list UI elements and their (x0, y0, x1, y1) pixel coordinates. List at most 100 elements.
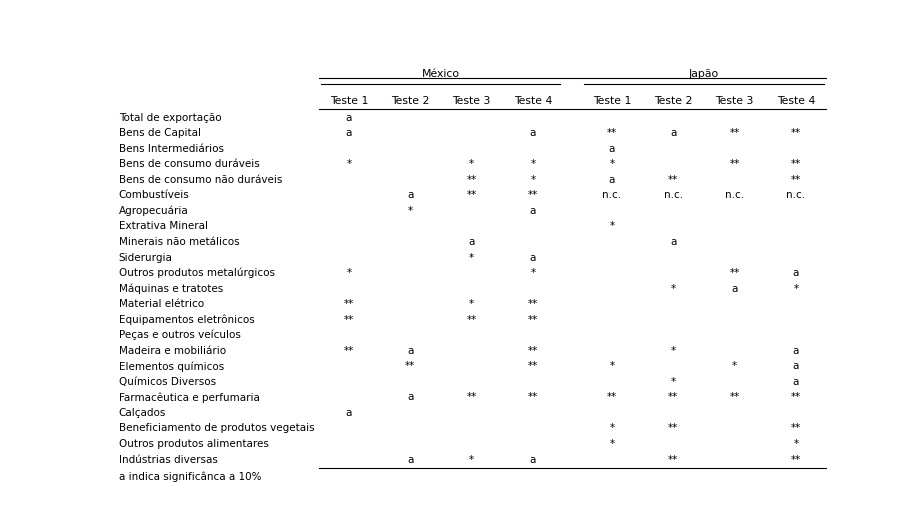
Text: a: a (608, 175, 615, 185)
Text: **: ** (790, 159, 800, 169)
Text: a: a (406, 346, 413, 356)
Text: Total de exportação: Total de exportação (119, 113, 221, 123)
Text: **: ** (729, 128, 739, 138)
Text: *: * (792, 284, 798, 294)
Text: **: ** (667, 455, 677, 465)
Text: Indústrias diversas: Indústrias diversas (119, 455, 217, 465)
Text: *: * (608, 221, 614, 232)
Text: Teste 4: Teste 4 (776, 96, 814, 106)
Text: a: a (792, 361, 799, 371)
Text: *: * (346, 268, 351, 278)
Text: **: ** (790, 175, 800, 185)
Text: a: a (731, 284, 737, 294)
Text: *: * (529, 159, 535, 169)
Text: Material elétrico: Material elétrico (119, 299, 203, 309)
Text: Agropecuária: Agropecuária (119, 205, 188, 216)
Text: n.c.: n.c. (786, 191, 805, 200)
Text: Siderurgia: Siderurgia (119, 253, 172, 262)
Text: *: * (670, 346, 675, 356)
Text: *: * (792, 439, 798, 449)
Text: a: a (529, 206, 536, 216)
Text: Japão: Japão (688, 69, 719, 79)
Text: Minerais não metálicos: Minerais não metálicos (119, 237, 239, 247)
Text: *: * (608, 439, 614, 449)
Text: a: a (792, 377, 799, 387)
Text: a indica significânca a 10%: a indica significânca a 10% (119, 472, 261, 482)
Text: n.c.: n.c. (724, 191, 743, 200)
Text: **: ** (528, 299, 538, 309)
Text: *: * (407, 206, 413, 216)
Text: a: a (346, 408, 352, 418)
Text: a: a (406, 191, 413, 200)
Text: Outros produtos metalúrgicos: Outros produtos metalúrgicos (119, 268, 274, 278)
Text: a: a (529, 455, 536, 465)
Text: Bens Intermediários: Bens Intermediários (119, 144, 223, 154)
Text: Teste 2: Teste 2 (391, 96, 429, 106)
Text: **: ** (790, 455, 800, 465)
Text: n.c.: n.c. (663, 191, 682, 200)
Text: a: a (608, 144, 615, 154)
Text: **: ** (528, 392, 538, 402)
Text: *: * (469, 159, 473, 169)
Text: *: * (529, 268, 535, 278)
Text: a: a (792, 346, 799, 356)
Text: *: * (670, 284, 675, 294)
Text: **: ** (790, 128, 800, 138)
Text: **: ** (528, 315, 538, 324)
Text: a: a (529, 253, 536, 262)
Text: Teste 4: Teste 4 (513, 96, 551, 106)
Text: *: * (608, 361, 614, 371)
Text: Elementos químicos: Elementos químicos (119, 361, 223, 372)
Text: Máquinas e tratotes: Máquinas e tratotes (119, 284, 222, 294)
Text: Teste 3: Teste 3 (715, 96, 753, 106)
Text: Calçados: Calçados (119, 408, 165, 418)
Text: Madeira e mobiliário: Madeira e mobiliário (119, 346, 225, 356)
Text: **: ** (667, 423, 677, 433)
Text: **: ** (667, 392, 677, 402)
Text: **: ** (466, 392, 476, 402)
Text: **: ** (729, 268, 739, 278)
Text: Teste 3: Teste 3 (452, 96, 490, 106)
Text: Teste 1: Teste 1 (329, 96, 368, 106)
Text: a: a (406, 455, 413, 465)
Text: **: ** (528, 346, 538, 356)
Text: a: a (468, 237, 474, 247)
Text: **: ** (466, 175, 476, 185)
Text: *: * (346, 159, 351, 169)
Text: *: * (469, 455, 473, 465)
Text: Farmacêutica e perfumaria: Farmacêutica e perfumaria (119, 392, 259, 402)
Text: **: ** (528, 361, 538, 371)
Text: *: * (608, 159, 614, 169)
Text: a: a (792, 268, 799, 278)
Text: *: * (670, 377, 675, 387)
Text: *: * (529, 175, 535, 185)
Text: n.c.: n.c. (602, 191, 621, 200)
Text: Extrativa Mineral: Extrativa Mineral (119, 221, 208, 232)
Text: **: ** (607, 392, 617, 402)
Text: Bens de Capital: Bens de Capital (119, 128, 200, 138)
Text: **: ** (790, 423, 800, 433)
Text: *: * (469, 299, 473, 309)
Text: Teste 1: Teste 1 (592, 96, 630, 106)
Text: **: ** (404, 361, 414, 371)
Text: Bens de consumo não duráveis: Bens de consumo não duráveis (119, 175, 281, 185)
Text: Outros produtos alimentares: Outros produtos alimentares (119, 439, 268, 449)
Text: **: ** (667, 175, 677, 185)
Text: **: ** (729, 392, 739, 402)
Text: a: a (529, 128, 536, 138)
Text: Bens de consumo duráveis: Bens de consumo duráveis (119, 159, 259, 169)
Text: **: ** (790, 392, 800, 402)
Text: Combustíveis: Combustíveis (119, 191, 189, 200)
Text: México: México (421, 69, 460, 79)
Text: Teste 2: Teste 2 (653, 96, 692, 106)
Text: a: a (346, 128, 352, 138)
Text: a: a (669, 128, 675, 138)
Text: *: * (732, 361, 736, 371)
Text: **: ** (607, 128, 617, 138)
Text: **: ** (344, 346, 354, 356)
Text: **: ** (344, 315, 354, 324)
Text: *: * (469, 253, 473, 262)
Text: a: a (669, 237, 675, 247)
Text: Químicos Diversos: Químicos Diversos (119, 377, 215, 387)
Text: Peças e outros veículos: Peças e outros veículos (119, 330, 240, 340)
